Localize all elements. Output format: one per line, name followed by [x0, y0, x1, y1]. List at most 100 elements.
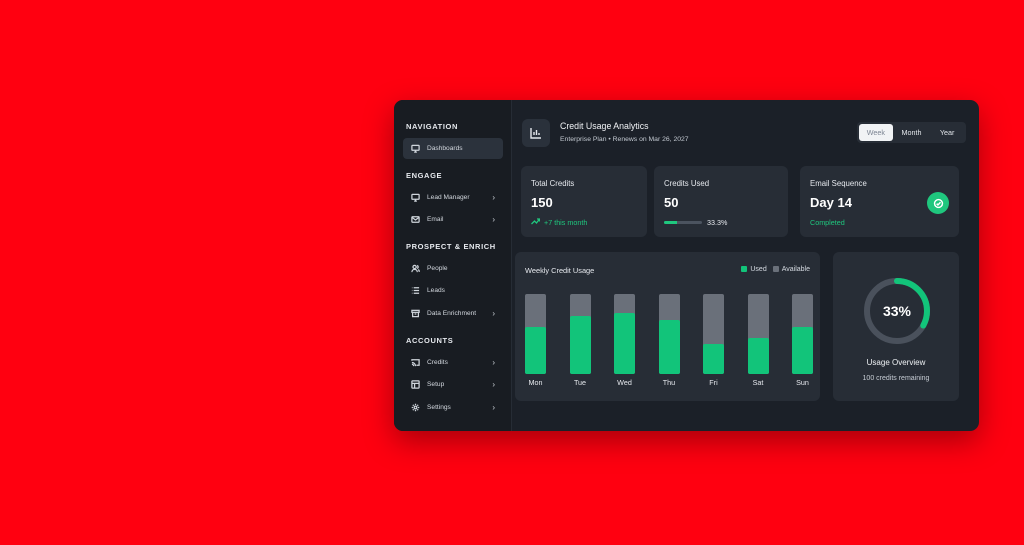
dashboard-window: NAVIGATION Dashboards ENGAGE Lead Manage…: [394, 100, 979, 431]
chevron-right-icon: ›: [492, 380, 495, 390]
day-label: Wed: [617, 378, 632, 387]
period-year-button[interactable]: Year: [939, 128, 955, 137]
sidebar-item-label: Settings: [427, 403, 451, 411]
sidebar-item-email[interactable]: Email ›: [403, 209, 503, 230]
check-circle-icon: [927, 192, 949, 214]
legend-available: Available: [772, 266, 810, 273]
bar-used: [569, 315, 591, 374]
sidebar-item-settings[interactable]: Settings ›: [403, 397, 503, 418]
sidebar-item-label: Credits: [427, 358, 448, 366]
bar-used: [747, 338, 769, 374]
bar-tue: [569, 294, 591, 374]
legend-available-label: Available: [781, 266, 810, 273]
sidebar-item-dashboards[interactable]: Dashboards: [403, 138, 503, 159]
sidebar-item-label: Email: [427, 216, 444, 224]
bar-chart-icon: [522, 119, 550, 147]
period-toggle: Week Month Year: [857, 122, 966, 143]
nav-section-engage: ENGAGE: [406, 170, 443, 180]
usage-subtitle: 100 credits remaining: [862, 375, 930, 382]
nav-section-accounts: ACCOUNTS: [406, 335, 454, 345]
bar-sat: [747, 294, 769, 374]
sidebar: NAVIGATION Dashboards ENGAGE Lead Manage…: [394, 100, 512, 431]
chevron-right-icon: ›: [492, 357, 495, 367]
total-credits-card: Total Credits 150 +7 this month: [521, 166, 647, 237]
sidebar-item-setup[interactable]: Setup ›: [403, 374, 503, 395]
sidebar-item-lead-manager[interactable]: Lead Manager ›: [403, 187, 503, 208]
mail-icon: [411, 215, 420, 224]
bar-chart-area: [525, 294, 813, 374]
total-credits-label: Total Credits: [531, 179, 575, 188]
credits-used-percent: 33.3%: [707, 218, 728, 227]
credits-used-progress-fill: [664, 221, 677, 224]
monitor-icon: [411, 193, 420, 202]
total-credits-value: 150: [531, 195, 553, 210]
total-credits-sub: +7 this month: [544, 218, 588, 227]
chevron-right-icon: ›: [492, 192, 495, 202]
bar-thu: [658, 294, 680, 374]
bar-used: [703, 343, 724, 374]
bar-wed: [614, 294, 635, 374]
day-label: Tue: [573, 378, 587, 387]
day-label: Thu: [662, 378, 676, 387]
sidebar-item-people[interactable]: People: [403, 258, 503, 279]
bar-used: [658, 319, 680, 374]
day-label: Mon: [528, 378, 543, 387]
legend-used-label: Used: [750, 266, 767, 273]
gear-icon: [411, 403, 420, 412]
usage-donut-svg: [864, 278, 930, 344]
legend-swatch-used: [741, 266, 748, 272]
bar-used: [614, 313, 635, 374]
usage-percent: 33%: [882, 303, 912, 319]
total-credits-trend: +7 this month: [531, 218, 587, 227]
day-label: Sat: [752, 378, 764, 387]
bar-fri: [703, 294, 724, 374]
archive-icon: [411, 309, 420, 318]
main-content: Credit Usage Analytics Enterprise Plan •…: [512, 100, 979, 431]
usage-donut: 33%: [862, 276, 932, 346]
day-label: Sun: [796, 378, 809, 387]
usage-title: Usage Overview: [866, 358, 926, 367]
sidebar-item-label: Leads: [427, 287, 445, 295]
page-subtitle: Enterprise Plan • Renews on Mar 26, 2027: [560, 136, 689, 143]
layout-icon: [411, 380, 420, 389]
chart-legend: Used Available: [741, 266, 810, 273]
credits-used-card: Credits Used 50 33.3%: [654, 166, 788, 237]
bar-used: [792, 326, 813, 374]
credits-used-progress-bar: [664, 221, 702, 224]
users-icon: [411, 264, 420, 273]
weekly-usage-chart-card: Weekly Credit Usage Used Available Mon Tu…: [515, 252, 820, 401]
legend-used: Used: [741, 266, 767, 273]
chart-title: Weekly Credit Usage: [525, 266, 595, 275]
bar-used: [525, 326, 546, 374]
sidebar-item-credits[interactable]: Credits ›: [403, 352, 503, 373]
email-sequence-status: Completed: [810, 218, 845, 227]
chevron-right-icon: ›: [492, 402, 495, 412]
sidebar-item-label: Dashboards: [427, 145, 463, 152]
cast-icon: [411, 358, 420, 367]
sidebar-item-label: Setup: [427, 381, 445, 389]
sidebar-item-label: People: [427, 264, 448, 272]
day-label: Fri: [709, 378, 718, 387]
trending-up-icon: [531, 218, 544, 227]
sidebar-item-label: Lead Manager: [427, 193, 470, 201]
chevron-right-icon: ›: [492, 308, 495, 318]
sidebar-item-label: Data Enrichment: [427, 309, 477, 317]
nav-section-prospect: PROSPECT & ENRICH: [406, 241, 496, 251]
period-month-button[interactable]: Month: [901, 128, 922, 137]
bar-mon: [525, 294, 546, 374]
sidebar-item-data-enrichment[interactable]: Data Enrichment ›: [403, 303, 503, 324]
credits-used-value: 50: [664, 195, 679, 210]
email-sequence-value: Day 14: [810, 195, 852, 210]
email-sequence-card: Email Sequence Day 14 Completed: [800, 166, 959, 237]
credits-used-progress-row: 33.3%: [664, 218, 727, 227]
nav-section-navigation: NAVIGATION: [406, 122, 458, 131]
monitor-icon: [411, 144, 420, 153]
chevron-right-icon: ›: [492, 215, 495, 225]
list-icon: [411, 286, 420, 295]
donut-progress-arc: [864, 278, 930, 344]
period-week-button[interactable]: Week: [859, 124, 893, 141]
bar-sun: [792, 294, 813, 374]
email-sequence-label: Email Sequence: [810, 179, 867, 188]
usage-overview-card: 33% Usage Overview 100 credits remaining: [833, 252, 959, 401]
sidebar-item-leads[interactable]: Leads: [403, 280, 503, 301]
